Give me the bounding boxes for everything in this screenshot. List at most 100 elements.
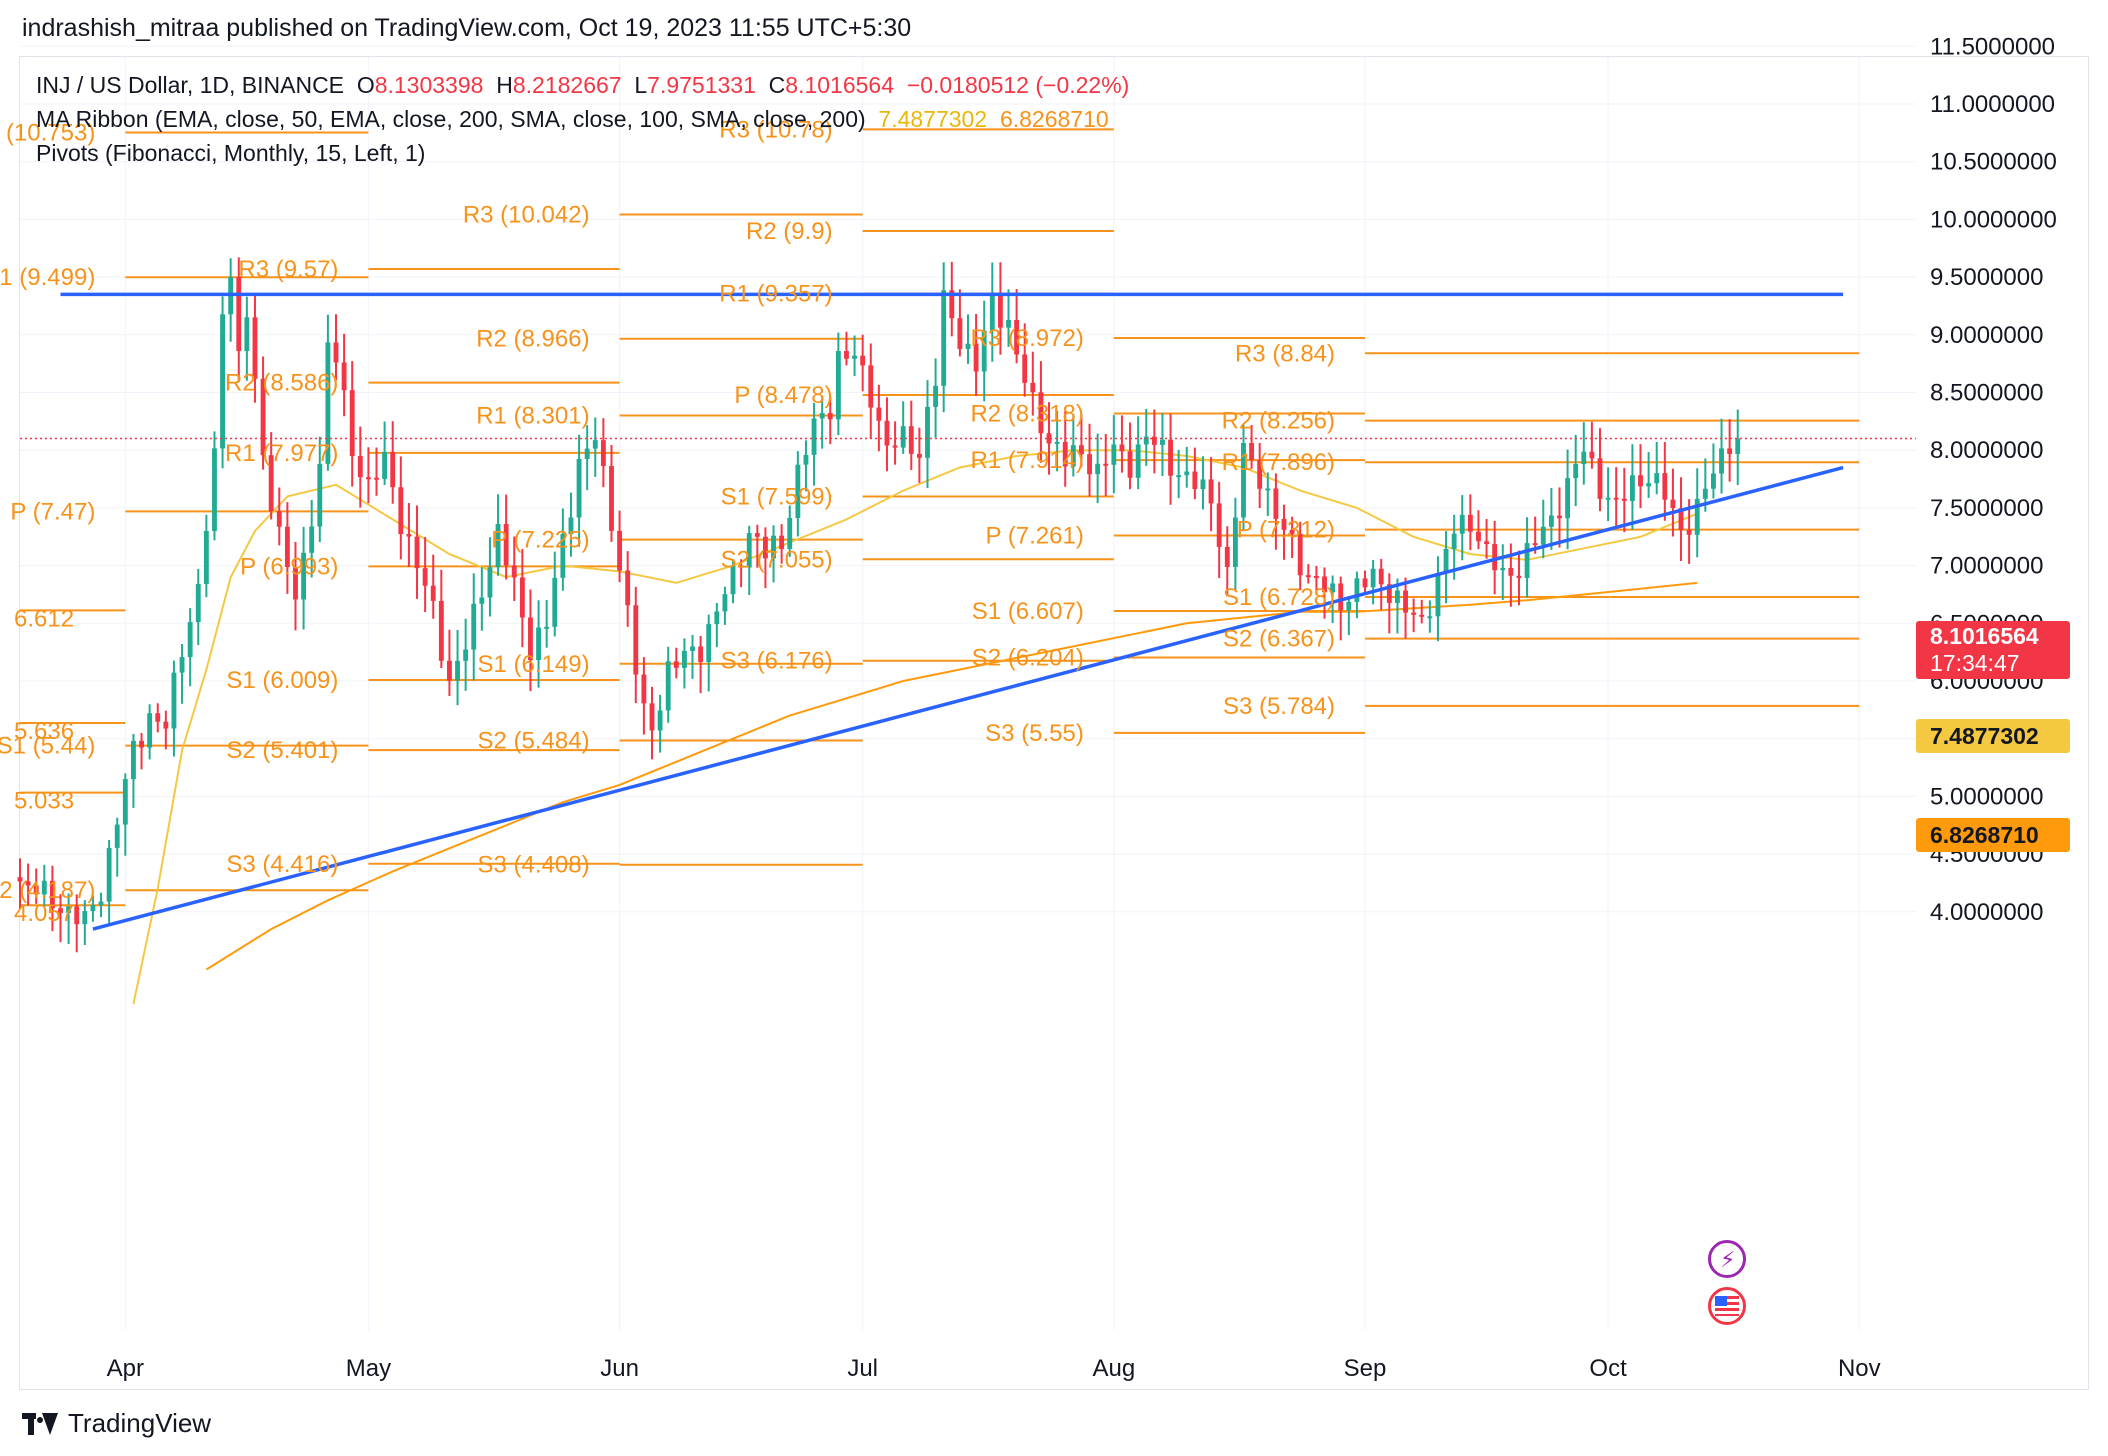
y-tick-label: 9.5000000 <box>1930 264 2043 291</box>
pivot-label: S3 (5.784) <box>1223 693 1335 720</box>
candle-body <box>754 533 760 537</box>
candle-body <box>722 594 728 612</box>
candle-body <box>706 624 712 663</box>
footer-brand[interactable]: TradingView <box>22 1408 211 1439</box>
pivot-label: S3 (6.176) <box>721 648 833 675</box>
candle-body <box>236 277 242 352</box>
candle-body <box>382 451 388 480</box>
candle-body <box>1484 541 1489 545</box>
time-axis[interactable]: Apr May Jun Jul Aug Sep Oct Nov <box>107 1355 1881 1382</box>
candle-body <box>844 351 849 359</box>
candle-body <box>1111 444 1117 465</box>
bar-countdown: 17:34:47 <box>1930 650 2020 676</box>
candle-body <box>430 585 436 601</box>
legend-open-label: O <box>356 72 375 98</box>
trendline-support <box>92 465 1844 931</box>
candle-body <box>1451 533 1457 549</box>
candle-body <box>1500 567 1506 571</box>
pivot-label: S1 (6.149) <box>478 651 590 678</box>
pivot-label: R2 (8.586) <box>225 370 338 397</box>
candle-body <box>1273 488 1279 519</box>
candle-body <box>503 523 509 566</box>
candle-body <box>1070 445 1076 467</box>
candle-body <box>1338 583 1344 611</box>
candle-body <box>957 318 963 349</box>
candle-body <box>1686 529 1692 535</box>
candle-body <box>463 649 469 661</box>
candle-body <box>941 290 947 386</box>
candle-body <box>1662 473 1668 500</box>
candle-body <box>576 459 582 518</box>
legend-close: 8.1016564 <box>785 72 895 98</box>
candle-body <box>933 385 939 407</box>
candle-body <box>309 526 315 553</box>
candle-body <box>171 672 177 729</box>
candle-body <box>1224 546 1230 567</box>
candle-body <box>1621 498 1627 501</box>
pivot-label: P (6.993) <box>240 553 338 580</box>
candle-body <box>147 713 153 748</box>
candle-body <box>1467 514 1473 532</box>
lightning-icon[interactable]: ⚡ <box>1708 1240 1746 1278</box>
legend-high-label: H <box>496 72 513 98</box>
candle-body <box>1103 463 1109 466</box>
candle-body <box>1557 515 1562 519</box>
candle-body <box>1573 463 1579 479</box>
x-tick-label: Oct <box>1589 1355 1627 1382</box>
legend-close-label: C <box>768 72 786 98</box>
pivot-label: R2 (10.753) <box>0 120 95 147</box>
legend-pivots-title[interactable]: Pivots (Fibonacci, Monthly, 15, Left, 1) <box>36 140 426 166</box>
candle-body <box>981 330 987 372</box>
candle-body <box>827 413 833 420</box>
candle-body <box>1297 533 1303 576</box>
candle-body <box>868 365 874 408</box>
candle-body <box>779 535 785 550</box>
legend-low: 7.9751331 <box>647 72 756 98</box>
candle-body <box>301 552 307 600</box>
candle-body <box>1119 444 1125 452</box>
legend-ma-value-2: 6.8268710 <box>999 106 1109 132</box>
legend-ma-value-1: 7.4877302 <box>878 106 988 132</box>
candle-body <box>1330 583 1336 593</box>
candle-body <box>82 911 88 925</box>
candle-body <box>544 626 550 629</box>
candle-body <box>244 317 250 352</box>
legend-ma-title[interactable]: MA Ribbon (EMA, close, 50, EMA, close, 2… <box>36 106 866 132</box>
candle-body <box>1346 601 1352 611</box>
candle-body <box>398 487 404 535</box>
candle-body <box>1006 319 1011 328</box>
pivot-label: S3 (5.55) <box>985 720 1084 747</box>
candle-body <box>892 445 898 448</box>
pivot-label: S2 (4.187) <box>0 877 95 904</box>
x-tick-label: Jun <box>600 1355 639 1382</box>
candle-body <box>641 674 647 704</box>
last-price-tag: 8.1016564 17:34:47 <box>1916 621 2070 679</box>
y-tick-label: 4.0000000 <box>1930 899 2043 926</box>
us-flag-icon[interactable] <box>1708 1287 1746 1325</box>
candle-body <box>1151 436 1157 445</box>
candle-body <box>1654 473 1660 484</box>
pivot-label: S1 (7.599) <box>721 483 833 510</box>
trendlines[interactable] <box>20 292 1916 931</box>
candle-body <box>916 453 922 458</box>
chart-frame[interactable] <box>19 56 2089 1390</box>
candle-body <box>406 534 412 537</box>
price-axis[interactable]: 4.00000004.50000005.00000005.50000006.00… <box>1930 33 2057 926</box>
candle-body <box>1014 319 1020 355</box>
pivot-label: S1 (5.44) <box>0 733 95 760</box>
candle-body <box>349 390 355 457</box>
candle-body <box>438 600 444 661</box>
candle-body <box>1548 515 1554 527</box>
legend-symbol[interactable]: INJ / US Dollar, 1D, BINANCE <box>36 72 345 98</box>
candle-body <box>357 456 363 478</box>
candle-body <box>625 570 631 606</box>
candle-body <box>1022 354 1028 383</box>
candle-body <box>884 420 890 446</box>
candle-body <box>1054 441 1060 444</box>
candle-body <box>1670 499 1676 509</box>
y-tick-label: 7.5000000 <box>1930 495 2043 522</box>
candle-body <box>973 343 979 372</box>
candle-body <box>1711 473 1716 489</box>
candle-body <box>1038 392 1044 434</box>
